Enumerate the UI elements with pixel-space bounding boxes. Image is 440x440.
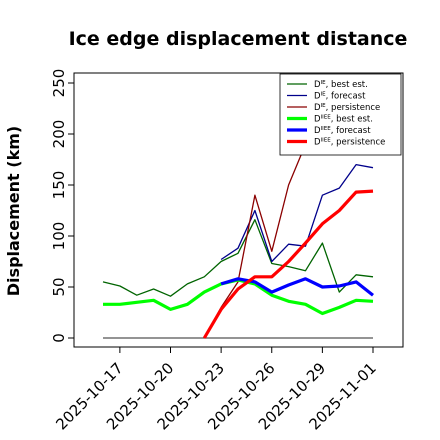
legend-entry: DIE, best est.: [314, 80, 368, 90]
legend-entry: DIIEE, best est.: [314, 115, 373, 125]
x-axis: 2025-10-172025-10-202025-10-232025-10-26…: [52, 347, 380, 433]
legend-entry: DIIEE, forecast: [314, 126, 371, 136]
y-axis: 0 50 100 150 200 250: [50, 69, 74, 343]
legend-entry: DIE, persistence: [314, 103, 380, 113]
series-line-diiee-persistence: [202, 189, 374, 339]
series-line-diiee-forecast: [220, 277, 374, 297]
plot-frame: [73, 72, 404, 348]
y-tick-label: 0: [50, 333, 68, 343]
chart-title: Ice edge displacement distance: [69, 28, 408, 50]
y-axis-label: Displacement (km): [4, 126, 23, 296]
y-tick-label: 100: [50, 222, 68, 251]
y-tick-label: 50: [50, 277, 68, 296]
series-line-die-best-est: [102, 219, 374, 297]
legend-entry: DIIEE, persistence: [314, 138, 385, 148]
legend-box: [279, 73, 402, 156]
legend-entry: DIE, forecast: [314, 92, 366, 102]
y-tick-label: 200: [50, 120, 68, 149]
series-line-die-forecast: [220, 163, 374, 263]
series-line-die-persistence: [203, 143, 307, 339]
y-tick-label: 150: [50, 171, 68, 200]
y-tick-label: 250: [50, 69, 68, 98]
plot-area: [102, 143, 374, 339]
